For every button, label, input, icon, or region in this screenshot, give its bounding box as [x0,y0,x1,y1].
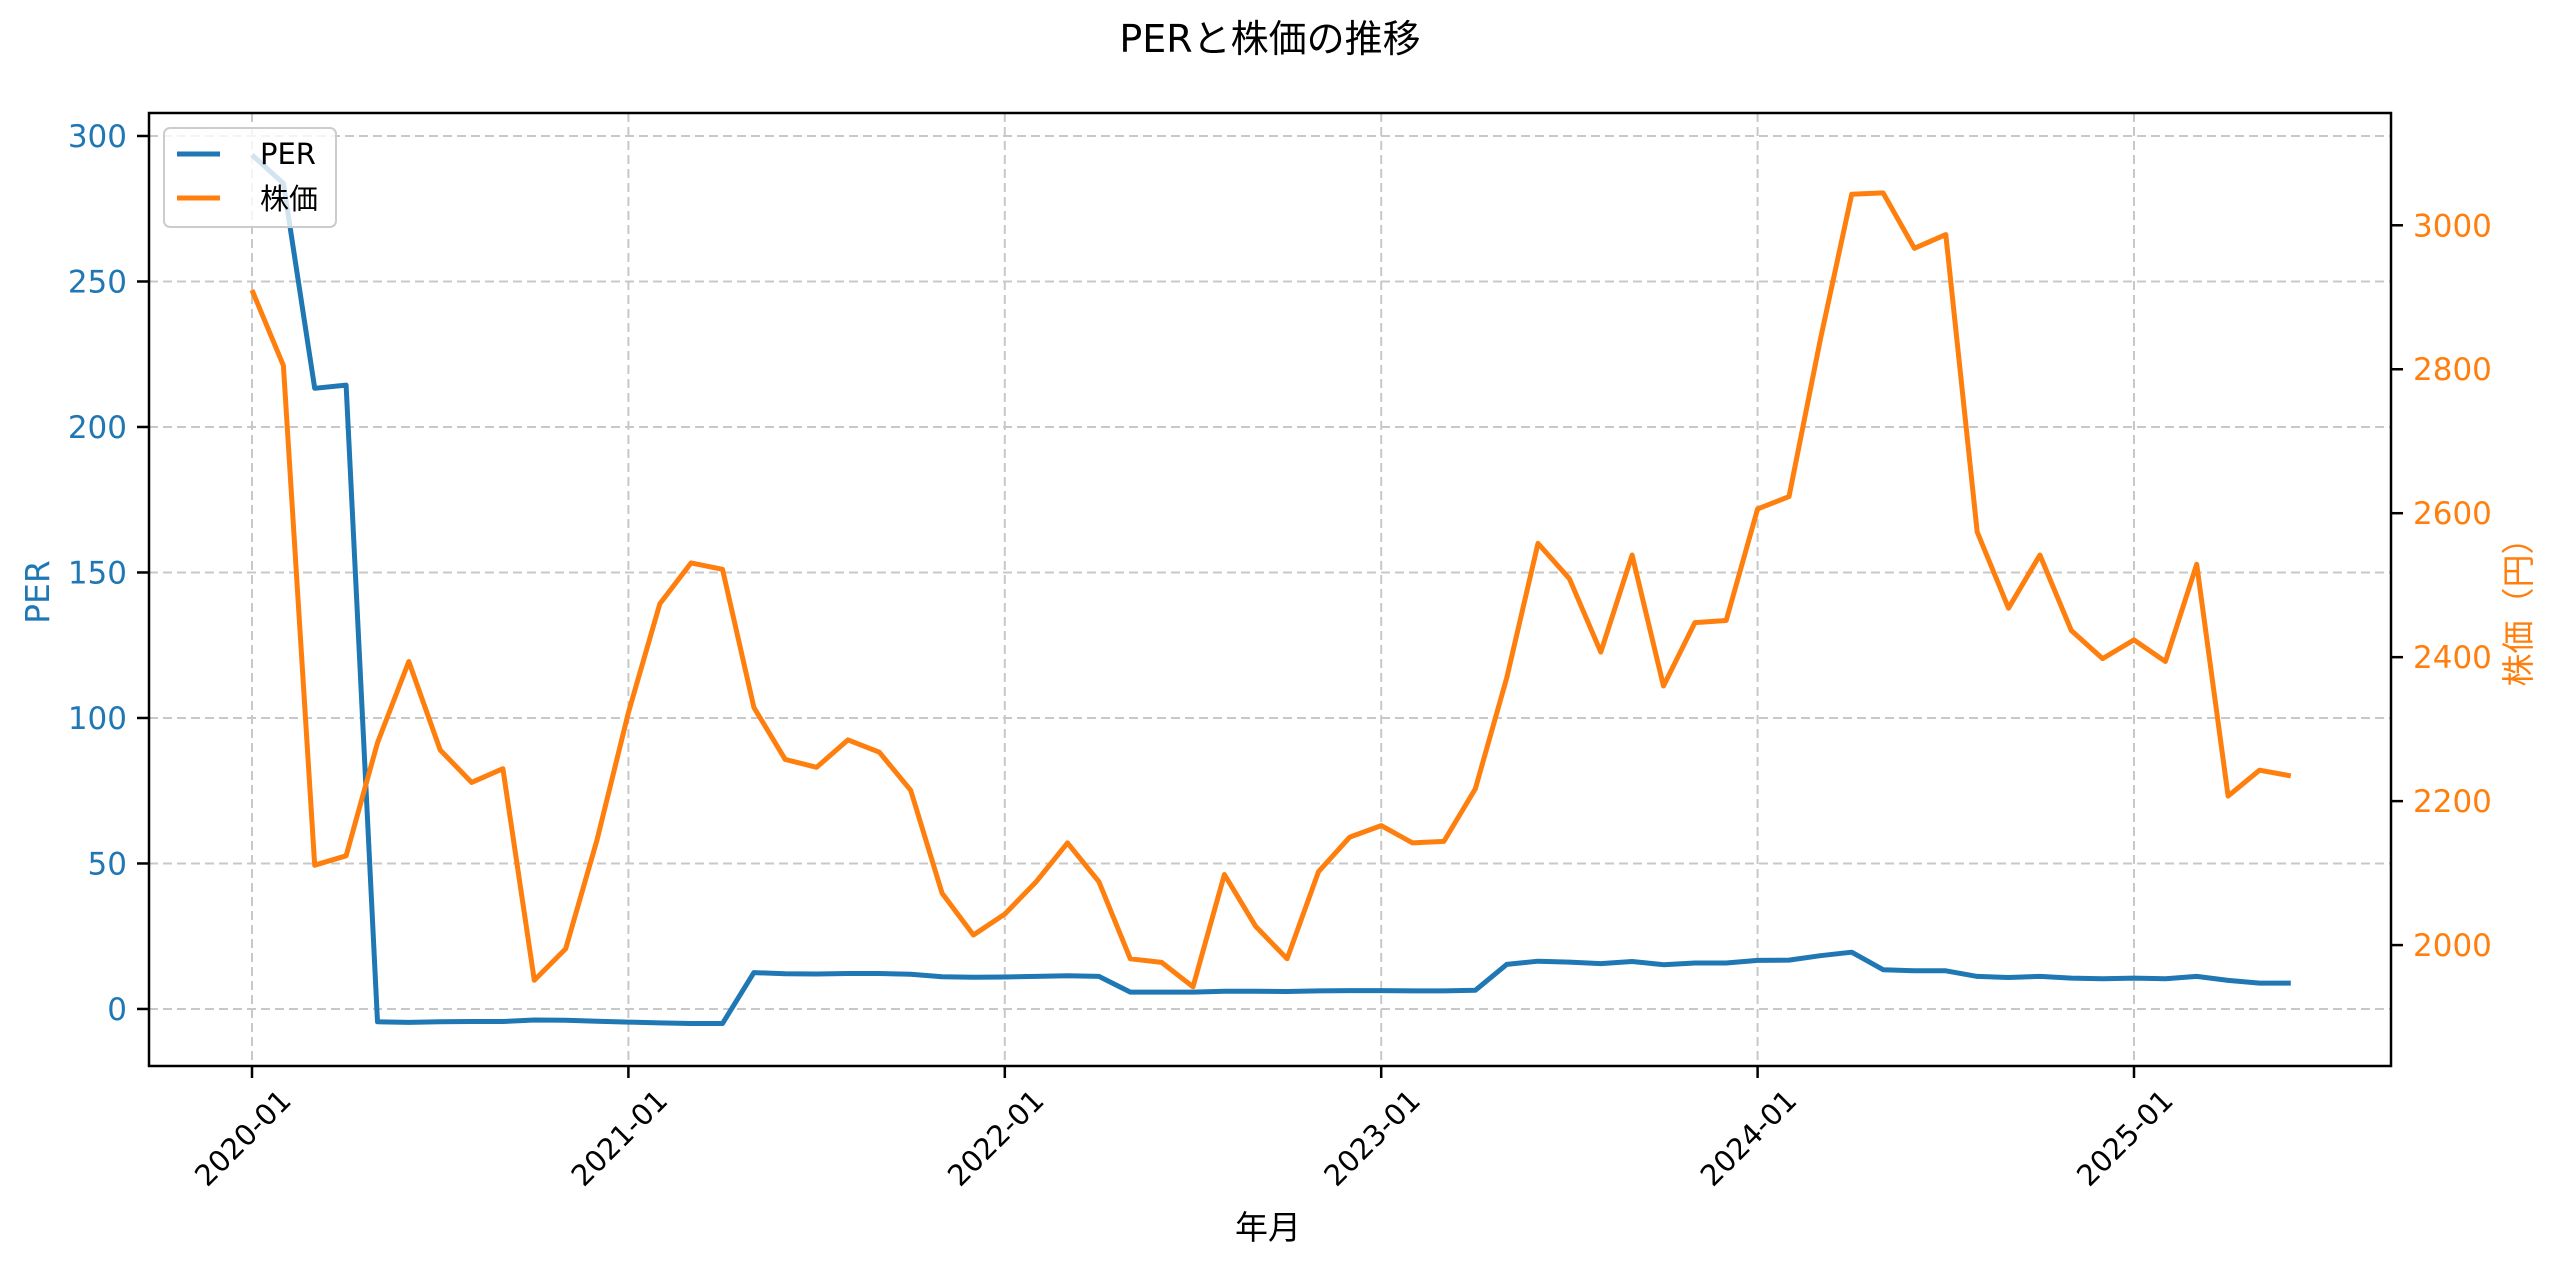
legend-label-price: 株価 [260,182,318,216]
right-y-axis: 2000 2200 2400 2600 2800 3000 [2391,208,2492,964]
legend-label-per: PER [260,137,316,171]
x-axis-label: 年月 [1235,1208,1301,1247]
legend: PER 株価 [163,127,337,228]
right-tick-label: 2200 [2413,784,2492,820]
left-tick-label: 50 [88,846,127,882]
per-line [250,153,2291,1026]
left-tick-label: 100 [68,701,127,737]
left-y-axis-label: PER [18,560,57,624]
right-tick-label: 2400 [2413,640,2492,676]
right-tick-label: 3000 [2413,208,2492,244]
x-tick-label: 2023-01 [1317,1083,1427,1193]
x-tick-label: 2022-01 [941,1083,1051,1193]
x-tick-label: 2021-01 [564,1083,674,1193]
data-series [249,153,2292,1026]
plot-frame [147,111,2393,1068]
chart-title: PERと株価の推移 [1119,17,1420,61]
left-tick-label: 250 [68,264,127,300]
right-tick-label: 2800 [2413,352,2492,388]
left-tick-label: 200 [68,410,127,446]
left-tick-label: 300 [68,119,127,155]
left-tick-label: 0 [107,992,127,1028]
x-axis: 2020-01 2021-01 2022-01 2023-01 2024-01 2025-… [188,1066,2180,1193]
x-tick-label: 2020-01 [188,1083,298,1193]
right-tick-label: 2000 [2413,928,2492,964]
left-y-axis: 0 50 100 150 200 250 300 [68,119,149,1028]
grid-lines [149,113,2391,1066]
right-tick-label: 2600 [2413,496,2492,532]
x-tick-label: 2024-01 [1694,1083,1804,1193]
x-tick-label: 2025-01 [2070,1083,2180,1193]
right-y-axis-label: 株価（円） [2499,522,2538,687]
left-tick-label: 150 [68,555,127,591]
stock-price-line [249,190,2292,990]
